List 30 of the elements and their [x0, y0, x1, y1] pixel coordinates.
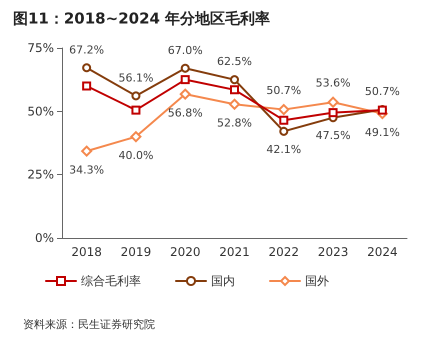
data-label: 56.8% [168, 106, 203, 120]
y-tick-label: 0% [34, 231, 54, 245]
data-label: 53.6% [316, 76, 351, 90]
chart-title: 图11：2018~2024 年分地区毛利率 [13, 10, 270, 28]
x-tick-label: 2024 [367, 245, 398, 259]
data-label: 40.0% [118, 149, 154, 162]
data-label: 47.5% [316, 129, 351, 142]
x-tick-label: 2023 [318, 245, 348, 259]
y-tick-label: 75% [27, 41, 54, 55]
data-label: 67.0% [168, 44, 203, 57]
data-label: 50.7% [364, 85, 400, 98]
x-tick-label: 2022 [268, 245, 300, 259]
text: 资料来源：民生证券研究院 [23, 318, 155, 331]
data-label: 34.3% [69, 164, 104, 177]
data-label: 49.1% [364, 126, 400, 140]
y-tick-label: 25% [27, 168, 54, 182]
legend-label: 综合毛利率 [81, 274, 141, 288]
x-tick-label: 2020 [170, 245, 200, 259]
x-tick-label: 2019 [120, 245, 152, 259]
x-tick-label: 2018 [71, 245, 102, 259]
data-label: 50.7% [266, 84, 302, 98]
data-label: 52.8% [217, 116, 252, 130]
data-label: 56.1% [118, 71, 154, 84]
data-label: 67.2% [69, 43, 104, 56]
y-tick-label: 50% [27, 104, 54, 118]
data-label: 42.1% [266, 142, 302, 156]
x-tick-label: 2021 [219, 245, 250, 259]
legend-label: 国外 [305, 274, 329, 288]
data-label: 62.5% [217, 55, 252, 68]
legend-label: 国内 [211, 274, 235, 288]
